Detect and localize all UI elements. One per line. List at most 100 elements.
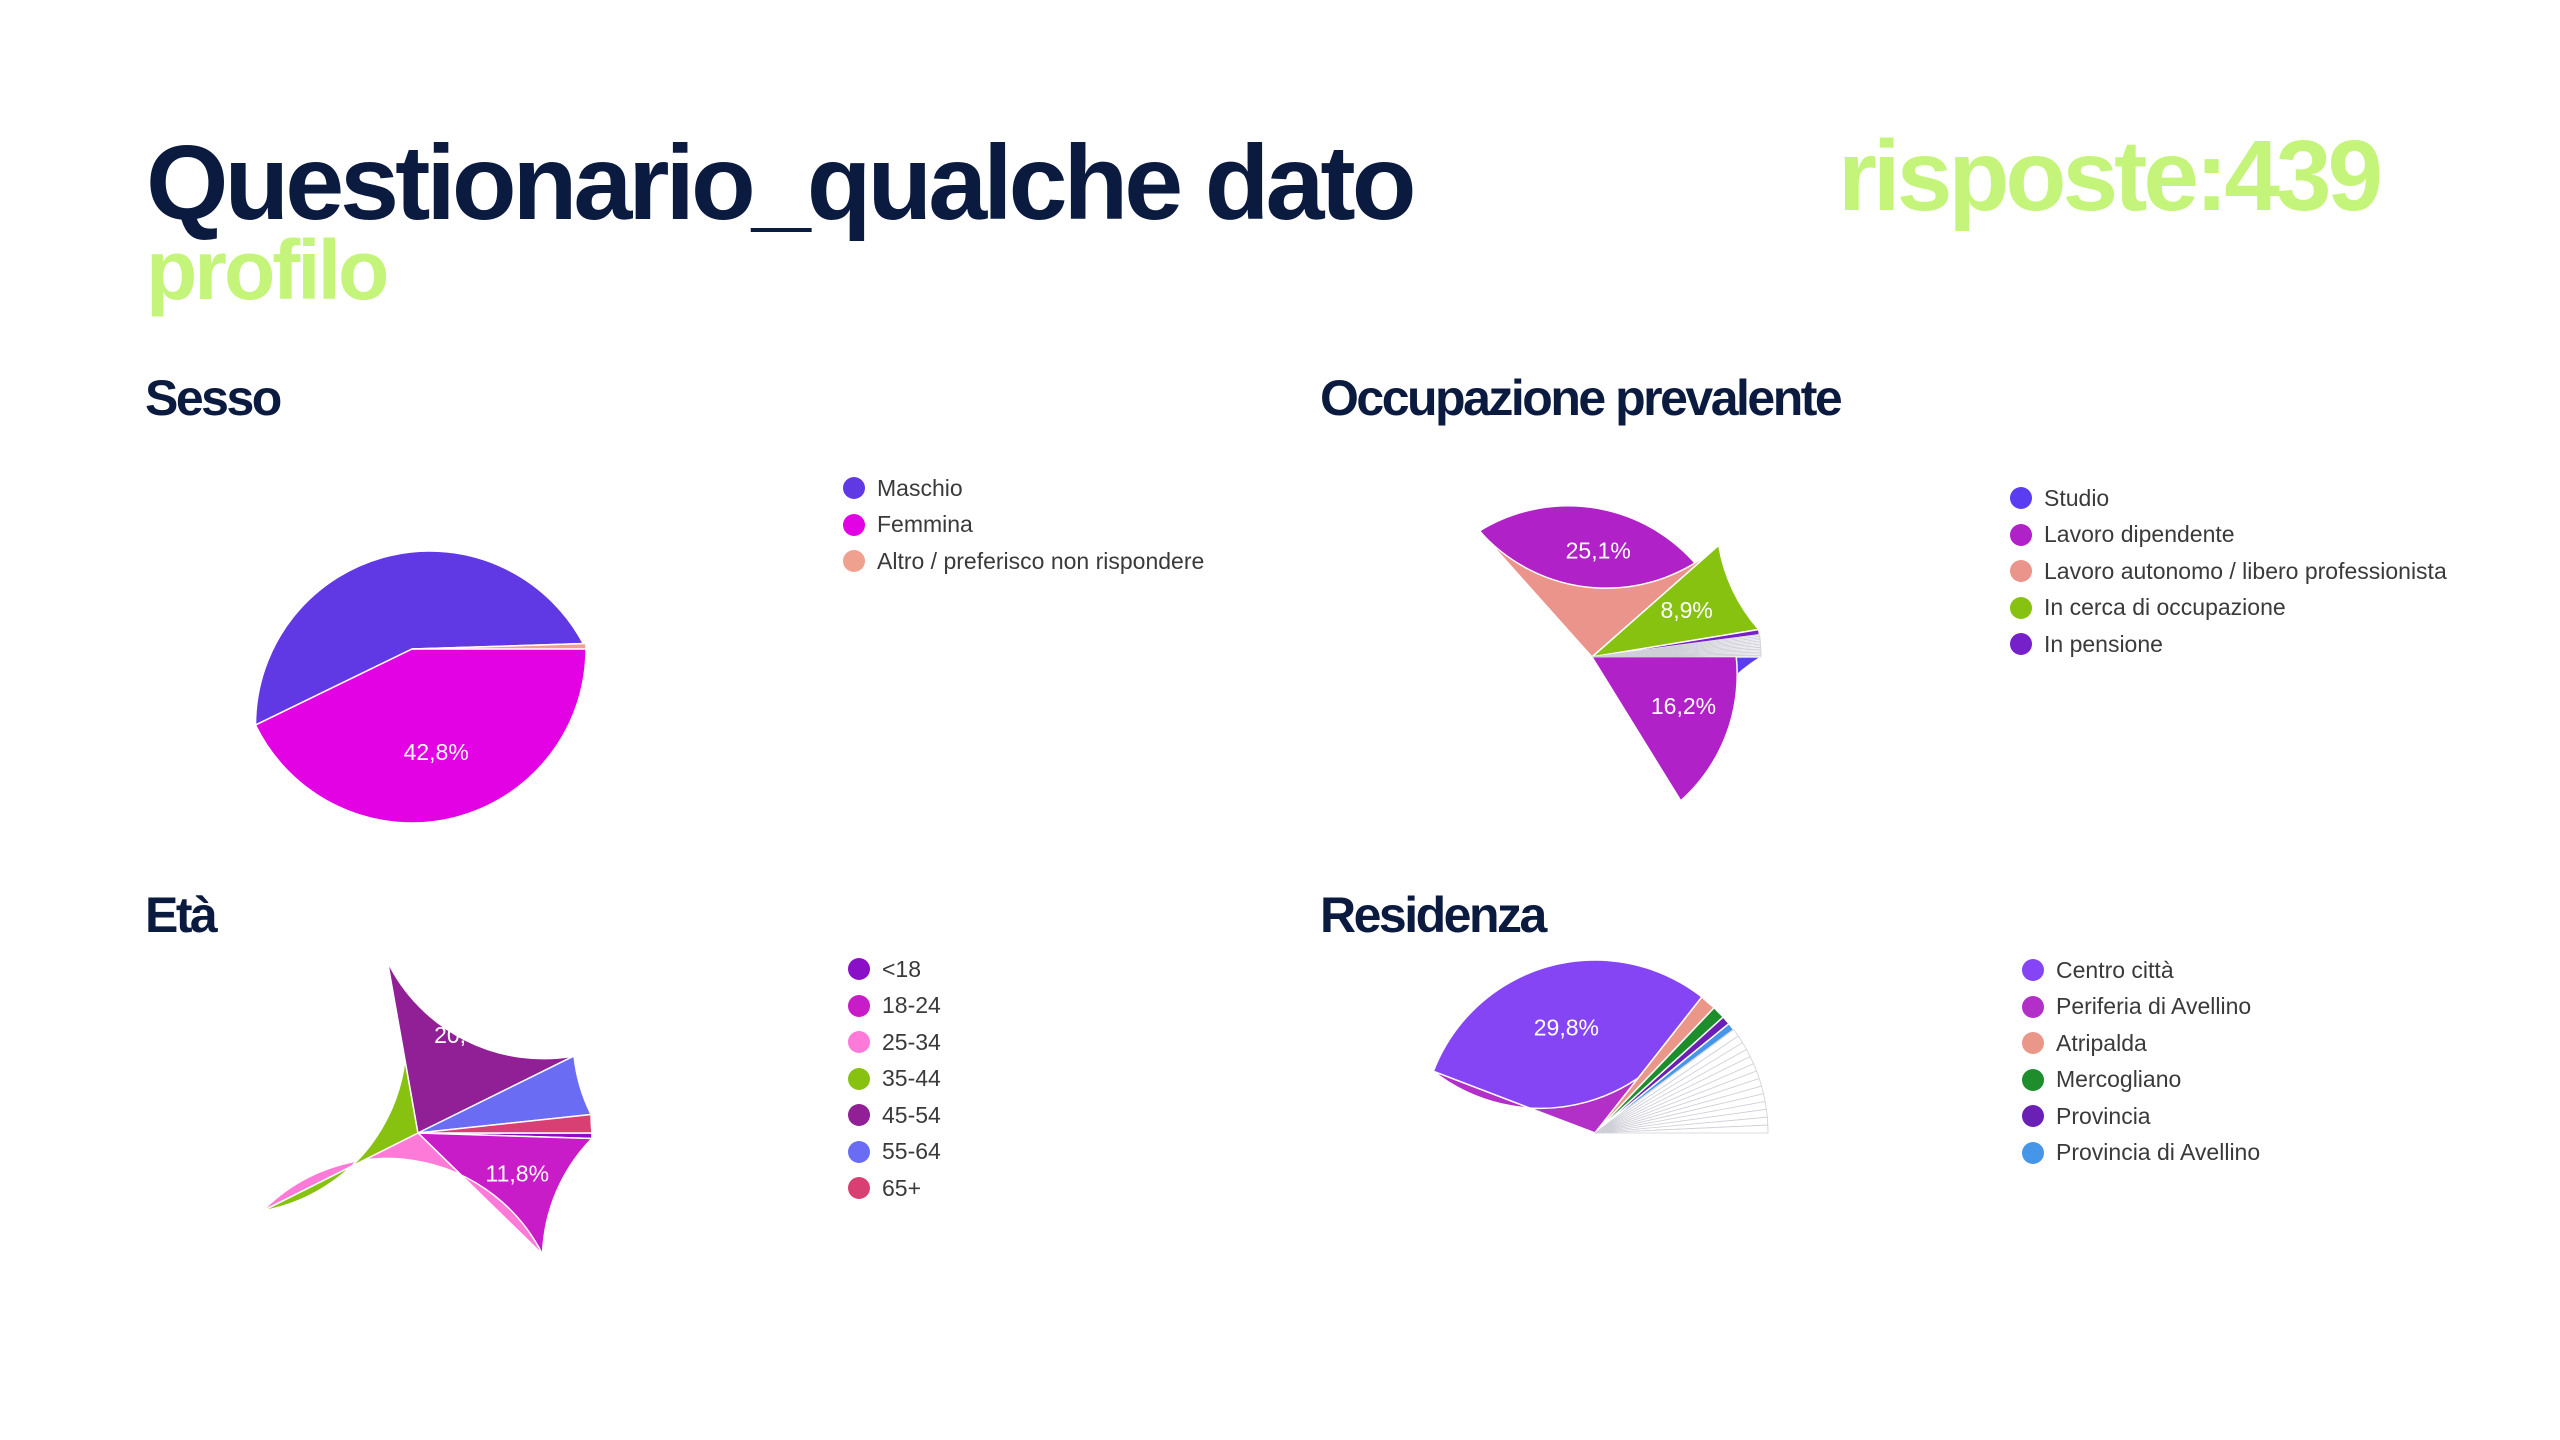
legend-swatch-icon [2010, 560, 2032, 583]
legend-item-25-34: 25-34 [848, 1024, 941, 1061]
pie-chart-eta: 11,8% 30,3% 29,6% 20,5% [261, 960, 593, 1256]
legend-item-mercogliano: Mercogliano [2022, 1062, 2260, 1099]
legend-label: Atripalda [2056, 1029, 2147, 1056]
legend-item-45-54: 45-54 [848, 1097, 941, 1134]
legend-swatch-icon [848, 1140, 870, 1163]
legend-swatch-icon [848, 958, 870, 981]
pie-label-centro-citt: 55,8% [1543, 1224, 1608, 1250]
page-subtitle: profilo [146, 223, 389, 317]
legend-label: In pensione [2044, 630, 2163, 657]
page-title: Questionario_qualche dato [146, 124, 1416, 242]
legend-label: Femmina [877, 511, 973, 538]
legend-item-35-44: 35-44 [848, 1061, 941, 1098]
legend-item-studio: Studio [2010, 480, 2447, 517]
legend-label: 35-44 [882, 1065, 941, 1092]
pie-slice-65 [417, 1113, 593, 1134]
pie-slice-in-cerca-di-occupazione [1591, 544, 1760, 658]
legend-swatch-icon [848, 1177, 870, 1200]
pie-label-in-cerca-di-occupazione: 8,9% [1660, 597, 1712, 623]
pie-label-35-44: 29,6% [289, 1070, 354, 1096]
pie-label-25-34: 30,3% [369, 1225, 434, 1251]
legend-label: In cerca di occupazione [2044, 594, 2286, 621]
legend-item-lavoro-dipendente: Lavoro dipendente [2010, 517, 2447, 554]
pie-slice-altro-preferisco-non-rispondere [411, 642, 587, 650]
legend-item-provincia: Provincia [2022, 1098, 2260, 1135]
legend-item-18: <18 [848, 951, 941, 988]
pie-chart-sesso: 42,8% 56,7% [254, 529, 587, 824]
pie-label-periferia-di-avellino: 29,8% [1534, 1015, 1599, 1041]
legend-label: 55-64 [882, 1138, 941, 1165]
legend-swatch-icon [2010, 633, 2032, 656]
pie-slice-25-34 [261, 1132, 544, 1256]
pie-label-45-54: 20,5% [434, 1022, 499, 1048]
pie-chart-residenza: 55,8% 29,8% [1432, 959, 1769, 1250]
legend-label: Periferia di Avellino [2056, 993, 2252, 1020]
legend-label: 25-34 [882, 1028, 941, 1055]
pie-slice-lavoro-autonomo-libero-professionista [1478, 530, 1720, 658]
pie-slice-45-54 [386, 960, 575, 1134]
pie-slice-18-24 [417, 1132, 593, 1256]
legend-item-in-pensione: In pensione [2010, 626, 2447, 663]
legend-label: Studio [2044, 484, 2110, 511]
legend-occupazione: Studio Lavoro dipendente Lavoro autonomo /… [2010, 480, 2447, 663]
pie-slice-other [1594, 1124, 1769, 1134]
chart-title-sesso: Sesso [145, 370, 282, 426]
legend-item-atripalda: Atripalda [2022, 1025, 2260, 1062]
legend-item-in-cerca-di-occupazione: In cerca di occupazione [2010, 590, 2447, 627]
legend-label: <18 [882, 955, 922, 982]
pie-slice-femmina [254, 642, 587, 824]
legend-swatch-icon [2022, 995, 2044, 1018]
legend-swatch-icon [2010, 487, 2032, 510]
pie-slice-maschio [254, 550, 587, 726]
legend-label: Altro / preferisco non rispondere [877, 547, 1205, 574]
legend-swatch-icon [843, 477, 865, 500]
legend-swatch-icon [2022, 1068, 2044, 1091]
pie-label-lavoro-autonomo-libero-professionista: 25,1% [1566, 537, 1631, 563]
pie-label-18-24: 11,8% [486, 1160, 550, 1186]
legend-swatch-icon [848, 1031, 870, 1054]
legend-swatch-icon [843, 513, 865, 536]
legend-label: 65+ [882, 1174, 922, 1201]
legend-swatch-icon [2022, 1032, 2044, 1055]
legend-swatch-icon [848, 1067, 870, 1090]
legend-label: Lavoro autonomo / libero professionista [2044, 557, 2447, 584]
pie-label-lavoro-dipendente: 47,2% [1475, 705, 1540, 731]
legend-swatch-icon [2010, 596, 2032, 619]
legend-label: Mercogliano [2056, 1066, 2182, 1093]
legend-sesso: Maschio Femmina Altro / preferisco non ris… [843, 470, 1204, 580]
legend-item-65: 65+ [848, 1170, 941, 1207]
legend-label: 18-24 [882, 992, 941, 1019]
chart-title-eta: Età [145, 887, 218, 943]
legend-swatch-icon [2022, 1105, 2044, 1128]
legend-item-centro-citt: Centro città [2022, 952, 2260, 989]
legend-label: Maschio [877, 474, 963, 501]
legend-residenza: Centro città Periferia di Avellino Atripal… [2022, 952, 2260, 1171]
pie-chart-occupazione: 16,2% 47,2% 25,1% 8,9% [1475, 505, 1762, 802]
chart-title-residenza: Residenza [1320, 887, 1547, 943]
legend-swatch-icon [843, 550, 865, 573]
legend-swatch-icon [848, 1104, 870, 1127]
chart-title-occupazione: Occupazione prevalente [1320, 370, 1843, 426]
legend-item-altro-preferisco-non-rispondere: Altro / preferisco non rispondere [843, 543, 1204, 580]
pie-label-studio: 16,2% [1651, 693, 1716, 719]
legend-label: Provincia di Avellino [2056, 1139, 2261, 1166]
legend-swatch-icon [848, 994, 870, 1017]
legend-item-provincia-di-avellino: Provincia di Avellino [2022, 1135, 2260, 1172]
legend-label: Centro città [2056, 956, 2174, 983]
legend-item-lavoro-autonomo-libero-professionista: Lavoro autonomo / libero professionista [2010, 553, 2447, 590]
legend-item-55-64: 55-64 [848, 1134, 941, 1171]
legend-label: 45-54 [882, 1101, 941, 1128]
legend-swatch-icon [2022, 959, 2044, 982]
legend-swatch-icon [2022, 1141, 2044, 1164]
legend-item-femmina: Femmina [843, 507, 1204, 544]
pie-label-maschio: 42,8% [404, 739, 469, 765]
legend-item-maschio: Maschio [843, 470, 1204, 507]
legend-item-periferia-di-avellino: Periferia di Avellino [2022, 989, 2260, 1026]
legend-label: Provincia [2056, 1102, 2151, 1129]
responses-count: risposte:439 [1838, 120, 2383, 232]
legend-eta: <18 18-24 25-34 35-44 45-54 55-64 65+ [848, 951, 941, 1207]
legend-label: Lavoro dipendente [2044, 521, 2235, 548]
legend-item-18-24: 18-24 [848, 988, 941, 1025]
pie-slice-other [1591, 655, 1762, 658]
pie-label-femmina: 56,7% [354, 529, 419, 555]
